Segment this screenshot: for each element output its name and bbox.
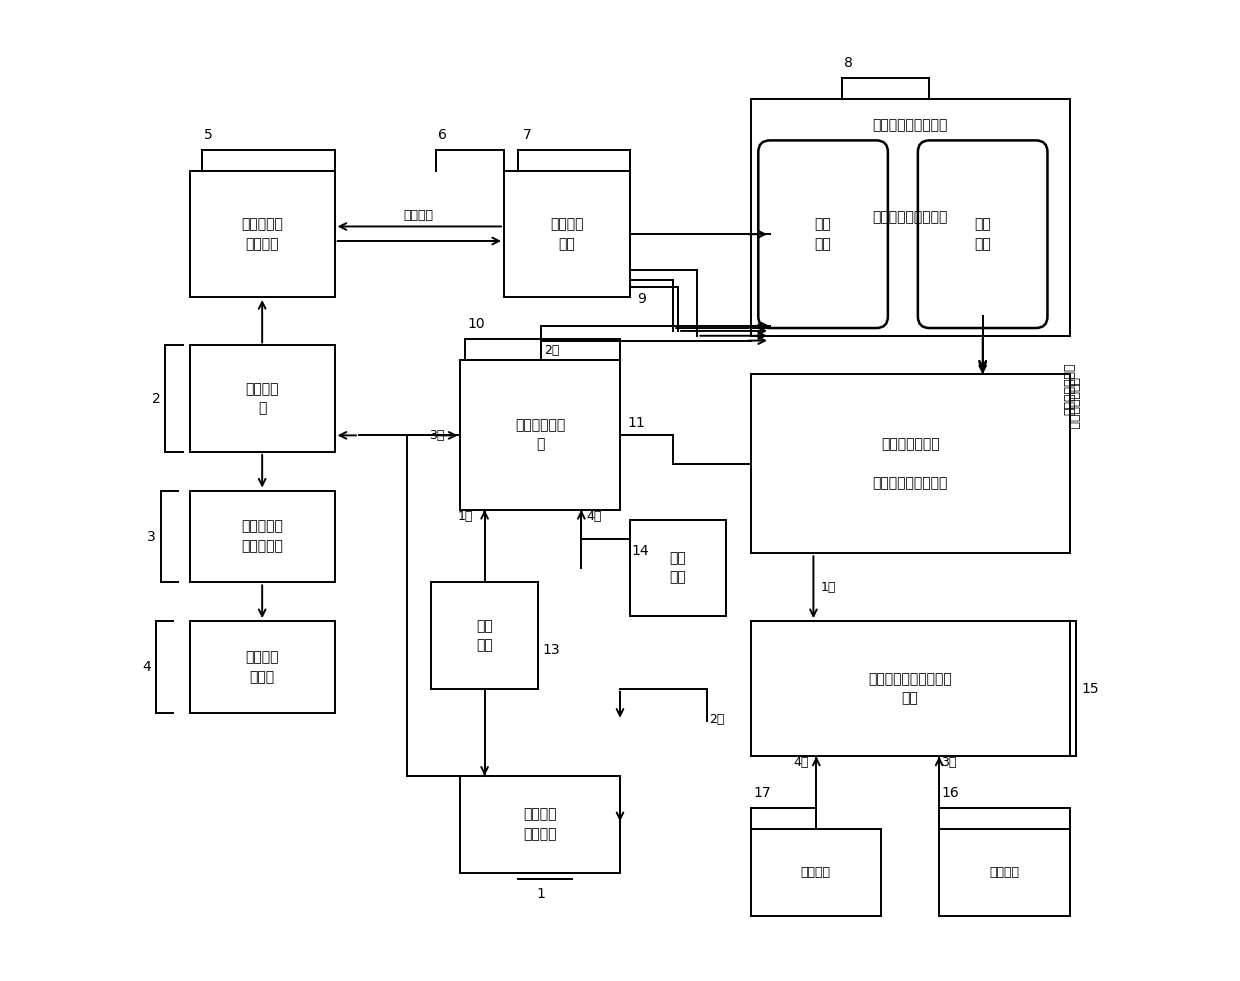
Text: 1脚: 1脚 — [821, 581, 837, 594]
Bar — [190, 490, 335, 583]
Text: 3脚: 3脚 — [941, 756, 956, 769]
Text: 电动机尾端
轴皮带轮: 电动机尾端 轴皮带轮 — [242, 218, 283, 251]
FancyBboxPatch shape — [759, 140, 888, 328]
Text: 手动控制: 手动控制 — [990, 866, 1019, 879]
Text: 2脚: 2脚 — [544, 344, 560, 357]
Text: 5: 5 — [205, 129, 213, 142]
Bar — [190, 621, 335, 713]
Text: 10: 10 — [467, 317, 485, 331]
Text: 1脚: 1脚 — [458, 510, 472, 523]
Text: 低速高压交流发电机: 低速高压交流发电机 — [873, 118, 947, 131]
Bar — [432, 583, 538, 689]
Bar — [503, 172, 630, 297]
Text: 16: 16 — [941, 786, 959, 800]
Text: 14: 14 — [631, 543, 650, 557]
Text: 一路或多路整流充电集
成块: 一路或多路整流充电集 成块 — [868, 672, 952, 705]
Bar — [190, 172, 335, 297]
Text: 2脚: 2脚 — [709, 713, 724, 726]
Text: 15: 15 — [1081, 682, 1099, 696]
Text: 低速高压交流发电机: 低速高压交流发电机 — [873, 210, 947, 225]
Text: 电动机前端
轴驱动机构: 电动机前端 轴驱动机构 — [242, 520, 283, 553]
Text: 4: 4 — [143, 660, 151, 675]
FancyBboxPatch shape — [918, 140, 1048, 328]
Text: 皮带轮减
速器: 皮带轮减 速器 — [551, 218, 584, 251]
Text: 直流电动
机: 直流电动 机 — [246, 382, 279, 415]
Bar — [190, 345, 335, 452]
Bar — [750, 375, 1070, 553]
Text: 励磁电路集成
块: 励磁电路集成 块 — [515, 418, 565, 451]
Text: 4脚: 4脚 — [794, 756, 808, 769]
Text: 2: 2 — [151, 391, 161, 405]
Text: 电动机电
源电瓶组: 电动机电 源电瓶组 — [523, 807, 557, 841]
Text: 电动车驱
动机构: 电动车驱 动机构 — [246, 650, 279, 684]
Text: 3脚: 3脚 — [429, 429, 444, 441]
Text: 8: 8 — [844, 56, 853, 70]
Text: 11: 11 — [627, 416, 646, 430]
Bar — [460, 360, 620, 510]
Text: 13: 13 — [543, 644, 560, 657]
Text: 高压
绕组: 高压 绕组 — [975, 218, 991, 251]
Text: 3: 3 — [148, 530, 156, 543]
Text: 4脚: 4脚 — [587, 510, 601, 523]
Text: 17: 17 — [754, 786, 771, 800]
Text: 单相或三相输出: 单相或三相输出 — [1064, 363, 1076, 415]
Text: 6: 6 — [438, 129, 448, 142]
Bar — [460, 776, 620, 872]
Bar — [750, 829, 882, 916]
Bar — [750, 621, 1070, 756]
Text: 遥控
装置: 遥控 装置 — [670, 551, 687, 585]
Bar — [750, 99, 1070, 336]
Text: 9: 9 — [637, 292, 646, 306]
Text: 降压变压器交流

一路或多路低压输出: 降压变压器交流 一路或多路低压输出 — [873, 438, 947, 490]
Text: 1: 1 — [536, 887, 546, 901]
Text: 7: 7 — [523, 129, 532, 142]
Bar — [630, 520, 727, 616]
Text: 手动
控制: 手动 控制 — [476, 619, 494, 652]
Text: 三角皮带: 三角皮带 — [404, 209, 434, 222]
Text: 励磁
绕组: 励磁 绕组 — [815, 218, 832, 251]
Bar — [939, 829, 1070, 916]
Text: 遥控装置: 遥控装置 — [801, 866, 831, 879]
Text: 单相或三相输出: 单相或三相输出 — [1066, 378, 1079, 430]
